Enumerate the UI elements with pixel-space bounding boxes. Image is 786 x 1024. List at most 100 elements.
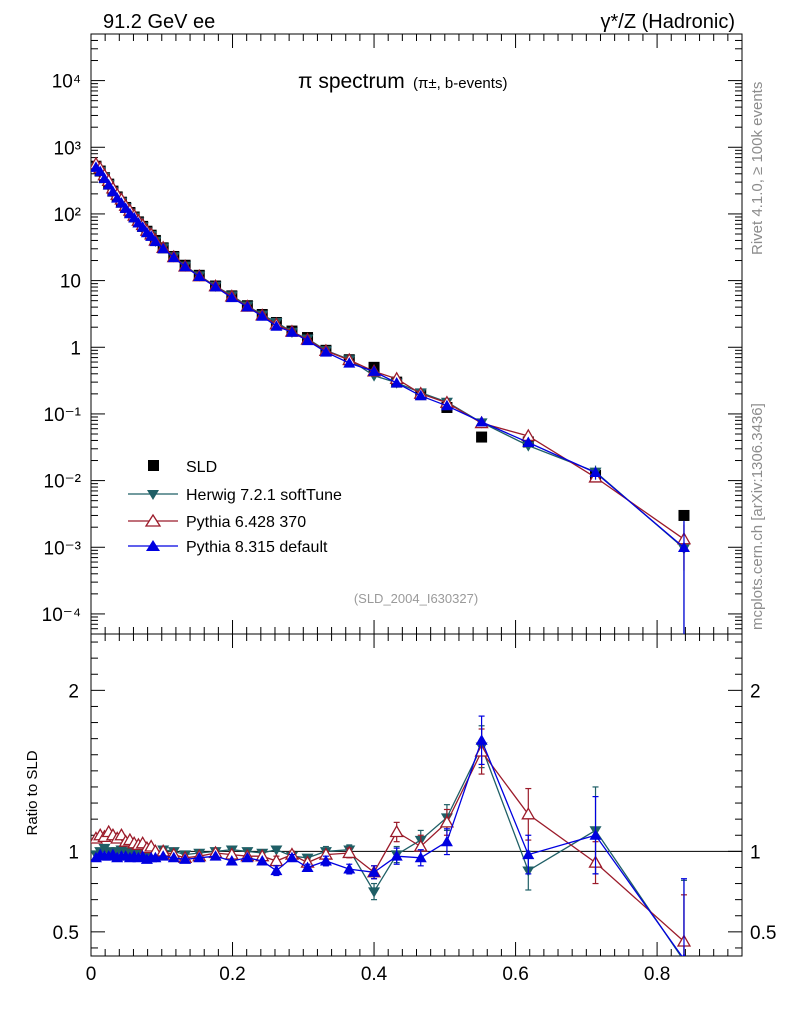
- series-point-pythia8: [319, 346, 332, 357]
- series-point-pythia8: [94, 165, 107, 177]
- series-point-pythia8: [589, 466, 602, 478]
- series-point-pythia8: [157, 242, 170, 254]
- ratio-point-pythia8: [440, 835, 453, 847]
- series-point-pythia8: [368, 365, 381, 376]
- y-tick-label: 10: [60, 272, 81, 293]
- series-line-pythia6: [95, 163, 685, 540]
- ratio-axis-label: Ratio to SLD: [24, 750, 41, 835]
- legend-marker-data: [148, 460, 159, 471]
- side-label-generator: Rivet 4.1.0, ≥ 100k events: [749, 82, 766, 255]
- side-label-source: mcplots.cern.ch [arXiv:1306.3436]: [749, 403, 766, 630]
- legend-entry-pythia8: Pythia 8.315 default: [128, 539, 328, 556]
- series-point-pythia8: [98, 172, 111, 184]
- series-point-pythia8: [285, 326, 298, 337]
- series-point-pythia8: [193, 270, 206, 282]
- ratio-point-pythia8: [414, 851, 427, 863]
- ratio-y-tick-label-right: 0.5: [750, 923, 776, 944]
- series-point-pythia8: [270, 320, 283, 331]
- series-line-herwig: [95, 166, 685, 549]
- analysis-id-label: (SLD_2004_I630327): [354, 591, 478, 606]
- ratio-point-pythia8: [157, 850, 170, 861]
- legend-label-pythia6: Pythia 6.428 370: [186, 514, 306, 531]
- ratio-plot-layer: [91, 715, 742, 967]
- x-tick-label: 0.4: [361, 964, 388, 985]
- series-point-pythia8: [475, 415, 488, 427]
- ratio-panel-frame: [90, 633, 743, 957]
- series-point-pythia8: [301, 334, 314, 346]
- ratio-point-pythia8: [475, 734, 488, 745]
- ratio-point-pythia8: [167, 851, 180, 863]
- ratio-point-pythia8: [319, 855, 332, 866]
- series-point-pythia8: [440, 399, 453, 411]
- legend-marker-pythia8: [146, 540, 160, 551]
- ratio-point-pythia8: [368, 866, 381, 877]
- ratio-point-pythia8: [225, 855, 238, 866]
- legend-marker-herwig: [147, 490, 159, 500]
- ratio-point-pythia8: [241, 851, 254, 863]
- x-tick-label: 0.2: [219, 964, 245, 985]
- ratio-point-pythia8: [522, 848, 535, 860]
- ratio-point-pythia8: [270, 864, 283, 876]
- series-point-pythia8: [677, 541, 690, 553]
- ratio-y-tick-label-right: 1: [750, 842, 761, 863]
- ratio-point-pythia8: [193, 851, 206, 863]
- data-point-sld: [476, 431, 488, 443]
- ratio-point-herwig: [270, 845, 283, 856]
- data-point-sld: [678, 509, 690, 521]
- header-energy-label: 91.2 GeV ee: [103, 11, 215, 33]
- ratio-point-pythia6: [389, 824, 404, 838]
- series-point-pythia8: [343, 357, 356, 368]
- plot-subtitle: (π±, b-events): [413, 75, 507, 92]
- series-point-pythia8: [149, 235, 162, 247]
- y-tick-label: 1: [70, 338, 81, 359]
- legend-label-pythia8: Pythia 8.315 default: [186, 539, 328, 556]
- series-point-pythia8: [256, 310, 269, 321]
- legend-entry-data: SLD: [148, 459, 217, 476]
- legend-marker-pythia6: [144, 513, 162, 527]
- ratio-y-tick-label: 2: [68, 681, 79, 702]
- ratio-point-pythia8: [301, 861, 314, 872]
- y-tick-label: 10⁴: [52, 72, 81, 93]
- series-point-pythia8: [179, 260, 192, 272]
- ratio-y-tick-label-right: 2: [750, 681, 761, 702]
- ratio-point-pythia8: [682, 953, 686, 956]
- header-process-label: γ*/Z (Hadronic): [601, 11, 735, 33]
- ratio-point-herwig: [678, 957, 690, 967]
- series-point-pythia8: [414, 389, 427, 401]
- y-tick-label: 10³: [54, 138, 81, 159]
- ratio-point-herwig: [368, 887, 381, 898]
- legend-label-herwig: Herwig 7.2.1 softTune: [186, 487, 342, 504]
- main-plot-layer: [91, 156, 692, 634]
- ratio-point-pythia8: [179, 853, 192, 864]
- legend-entry-pythia6: Pythia 6.428 370: [128, 513, 306, 531]
- ratio-point-pythia6: [521, 807, 536, 820]
- y-tick-label: 10⁻¹: [44, 405, 82, 426]
- series-point-pythia8: [225, 291, 238, 303]
- ratio-point-pythia6: [342, 845, 357, 859]
- ratio-point-pythia8: [256, 855, 269, 866]
- x-tick-label: 0: [86, 964, 97, 985]
- legend-entry-herwig: Herwig 7.2.1 softTune: [128, 487, 342, 504]
- ratio-point-pythia8: [285, 851, 298, 863]
- main-panel-axes: 10⁻⁴ 10⁻³ 10⁻² 10⁻¹ 1 10 10² 10³ 10⁴: [42, 33, 743, 635]
- ratio-point-pythia8: [209, 850, 222, 861]
- series-point-pythia8: [209, 280, 222, 292]
- ratio-point-pythia8: [343, 863, 356, 874]
- ratio-y-tick-label: 1: [68, 842, 79, 863]
- series-point-pythia8: [167, 251, 180, 263]
- ratio-point-pythia6: [439, 815, 455, 828]
- y-tick-label: 10⁻⁴: [42, 605, 81, 626]
- y-tick-label: 10⁻³: [44, 538, 82, 559]
- series-point-pythia8: [522, 436, 535, 448]
- ratio-panel-axes: 0 0.2 0.4 0.6 0.8 0.5 0.5 1 1 2 2: [53, 34, 776, 985]
- y-tick-label: 10²: [54, 205, 81, 226]
- series-point-pythia8: [102, 179, 115, 190]
- legend: SLD Herwig 7.2.1 softTune Pythia 6.428 3…: [128, 459, 342, 556]
- series-point-pythia8: [241, 300, 254, 312]
- series-point-pythia8: [106, 185, 119, 197]
- x-tick-label: 0.6: [502, 964, 528, 985]
- series-point-pythia8: [390, 377, 403, 388]
- ratio-y-tick-label: 0.5: [53, 923, 79, 944]
- x-tick-label: 0.8: [644, 964, 670, 985]
